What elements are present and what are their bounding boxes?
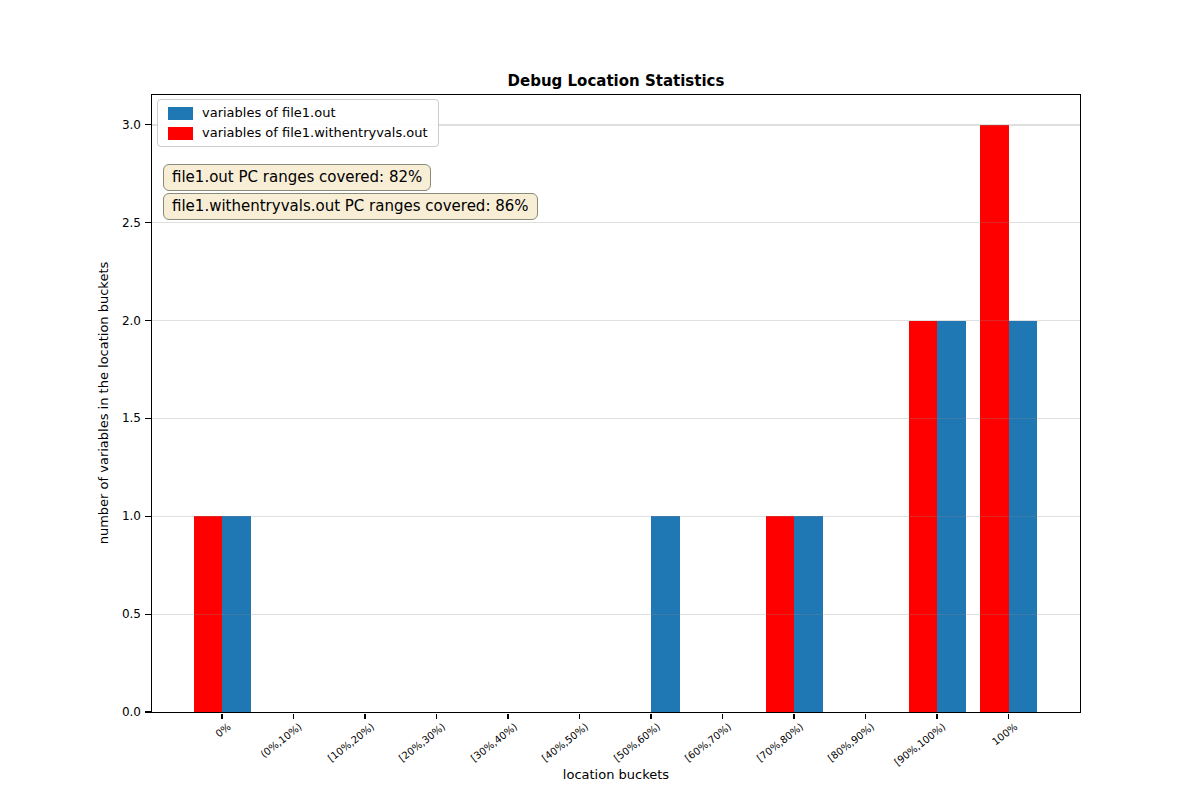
y-tick-mark: [145, 124, 151, 125]
figure: Debug Location Statistics location bucke…: [0, 0, 1200, 800]
gridline-y-2.5: [152, 222, 1080, 223]
x-tick-mark: [436, 714, 437, 719]
y-tick-mark: [145, 320, 151, 321]
legend-swatch-file1-withentryvals: [168, 127, 193, 140]
x-tick-mark: [936, 714, 937, 719]
x-tick-label: [90%,100%): [892, 721, 947, 768]
y-axis-label: number of variables in the location buck…: [96, 262, 111, 545]
x-tick-mark: [507, 714, 508, 719]
y-tick-label: 1.0: [122, 508, 141, 524]
y-tick-mark: [145, 614, 151, 615]
x-axis-label: location buckets: [152, 767, 1080, 782]
y-tick-mark: [145, 222, 151, 223]
x-tick-mark: [579, 714, 580, 719]
x-tick-label: [80%,90%): [826, 721, 876, 764]
x-tick-mark: [722, 714, 723, 719]
y-tick-mark: [145, 516, 151, 517]
x-tick-label: [10%,20%): [325, 721, 375, 764]
gridline-y-0.5: [152, 614, 1080, 615]
x-tick-label: 0%: [213, 721, 232, 739]
y-tick-mark: [145, 711, 151, 712]
x-tick-label: [20%,30%): [397, 721, 447, 764]
legend-item-file1: variables of file1.out: [168, 105, 428, 121]
x-tick-label: [40%,50%): [540, 721, 590, 764]
legend-label-file1-withentryvals: variables of file1.withentryvals.out: [202, 125, 428, 141]
x-tick-label: 100%: [990, 721, 1019, 747]
chart-title: Debug Location Statistics: [152, 72, 1080, 90]
legend: variables of file1.out variables of file…: [157, 99, 439, 147]
x-tick-mark: [364, 714, 365, 719]
y-tick-label: 3.0: [122, 117, 141, 133]
annotation-box-file1-coverage: file1.out PC ranges covered: 82%: [163, 164, 431, 191]
gridline-y-1.5: [152, 418, 1080, 419]
annotation-box-file1-withentryvals-coverage: file1.withentryvals.out PC ranges covere…: [163, 193, 538, 220]
x-tick-mark: [1008, 714, 1009, 719]
y-tick-label: 0.5: [122, 606, 141, 622]
x-tick-label: [50%,60%): [611, 721, 661, 764]
legend-label-file1: variables of file1.out: [202, 105, 336, 121]
x-tick-label: [30%,40%): [468, 721, 518, 764]
x-tick-mark: [293, 714, 294, 719]
legend-item-file1-withentryvals: variables of file1.withentryvals.out: [168, 125, 428, 141]
y-tick-mark: [145, 418, 151, 419]
legend-swatch-file1: [168, 107, 193, 120]
x-tick-label: (0%,10%): [259, 721, 304, 760]
y-tick-label: 1.5: [122, 410, 141, 426]
y-tick-label: 0.0: [122, 704, 141, 720]
x-tick-mark: [650, 714, 651, 719]
gridline-y-2: [152, 320, 1080, 321]
y-tick-label: 2.5: [122, 215, 141, 231]
x-tick-mark: [865, 714, 866, 719]
x-tick-mark: [793, 714, 794, 719]
x-tick-mark: [221, 714, 222, 719]
x-tick-label: [60%,70%): [683, 721, 733, 764]
y-tick-label: 2.0: [122, 313, 141, 329]
gridline-y-1: [152, 516, 1080, 517]
x-tick-label: [70%,80%): [754, 721, 804, 764]
